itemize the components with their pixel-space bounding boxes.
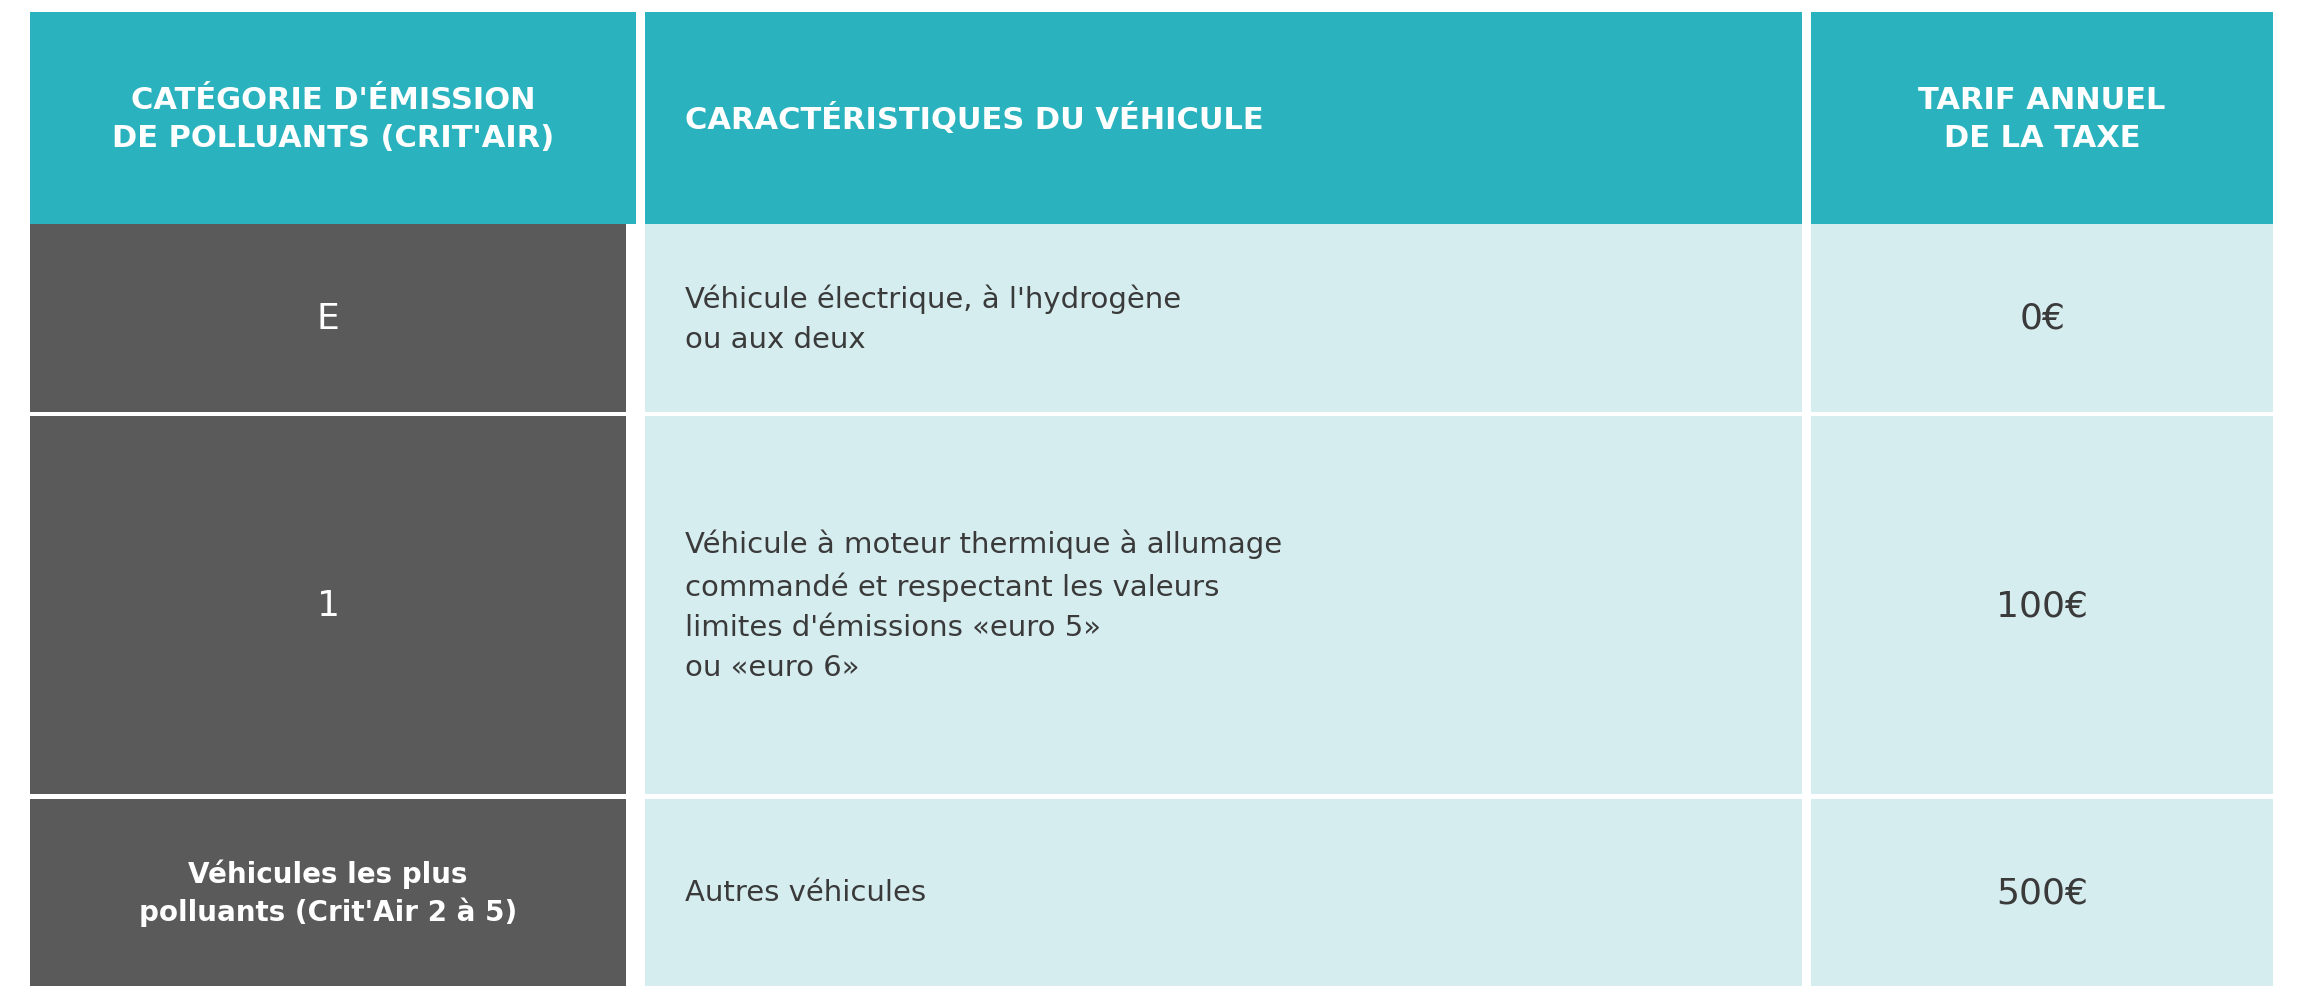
Bar [30,225,626,412]
Text: 0€: 0€ [2020,302,2066,336]
Bar [30,798,626,986]
Text: Véhicule électrique, à l'hydrogène
ou aux deux: Véhicule électrique, à l'hydrogène ou au… [686,284,1181,353]
Bar [30,416,626,794]
Bar [1810,416,2273,794]
Text: Véhicule à moteur thermique à allumage
commandé et respectant les valeurs
limite: Véhicule à moteur thermique à allumage c… [686,530,1283,681]
Bar [645,13,1801,225]
Text: CARACTÉRISTIQUES DU VÉHICULE: CARACTÉRISTIQUES DU VÉHICULE [686,103,1264,135]
Bar [1810,13,2273,225]
Text: 100€: 100€ [1997,589,2089,623]
Bar [1810,225,2273,412]
Bar [1810,798,2273,986]
Text: Véhicules les plus
polluants (Crit'Air 2 à 5): Véhicules les plus polluants (Crit'Air 2… [138,859,518,927]
Text: 500€: 500€ [1997,876,2089,910]
Text: CATÉGORIE D'ÉMISSION
DE POLLUANTS (CRIT'AIR): CATÉGORIE D'ÉMISSION DE POLLUANTS (CRIT'… [111,85,555,152]
Text: 1: 1 [316,589,339,623]
Text: Autres véhicules: Autres véhicules [686,879,926,907]
Text: TARIF ANNUEL
DE LA TAXE: TARIF ANNUEL DE LA TAXE [1918,85,2165,152]
Bar [645,225,1801,412]
Bar [30,13,636,225]
Bar [645,416,1801,794]
Bar [645,798,1801,986]
Text: E: E [318,302,339,336]
